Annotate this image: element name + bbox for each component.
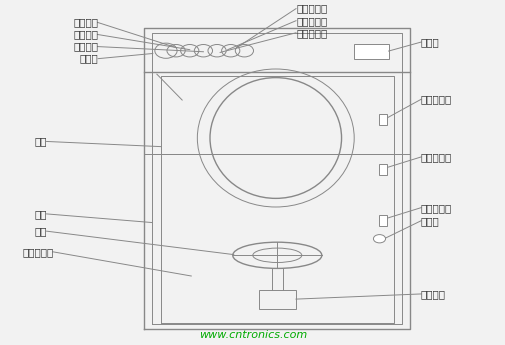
Bar (379, 114, 386, 125)
Text: 启动按钮: 启动按钮 (73, 42, 98, 51)
Text: 中水位按钮: 中水位按钮 (295, 16, 327, 26)
Text: 停止按钮: 停止按钮 (73, 18, 98, 27)
Circle shape (373, 235, 385, 243)
Text: www.cntronics.com: www.cntronics.com (198, 331, 307, 340)
Text: 洗涤电机: 洗涤电机 (420, 289, 445, 299)
Text: 显示器: 显示器 (420, 37, 439, 47)
Text: 拨盘: 拨盘 (34, 226, 47, 236)
Text: 外桶: 外桶 (34, 209, 47, 219)
Text: 高水位按钮: 高水位按钮 (295, 4, 327, 13)
Text: 进水口: 进水口 (80, 54, 98, 63)
Text: 低水位按钮: 低水位按钮 (295, 28, 327, 38)
Bar (354, 44, 388, 59)
Text: 排水按钮: 排水按钮 (73, 30, 98, 39)
Text: 内桶: 内桶 (34, 137, 47, 146)
Text: 高水位开关: 高水位开关 (420, 95, 451, 104)
Bar (379, 164, 386, 175)
Bar (379, 215, 386, 226)
Text: 中水位开关: 中水位开关 (420, 152, 451, 162)
Bar (259, 290, 295, 309)
Text: 低水位开关: 低水位开关 (420, 203, 451, 213)
Text: 电磁离合器: 电磁离合器 (23, 247, 54, 257)
Text: 排水口: 排水口 (420, 216, 439, 226)
